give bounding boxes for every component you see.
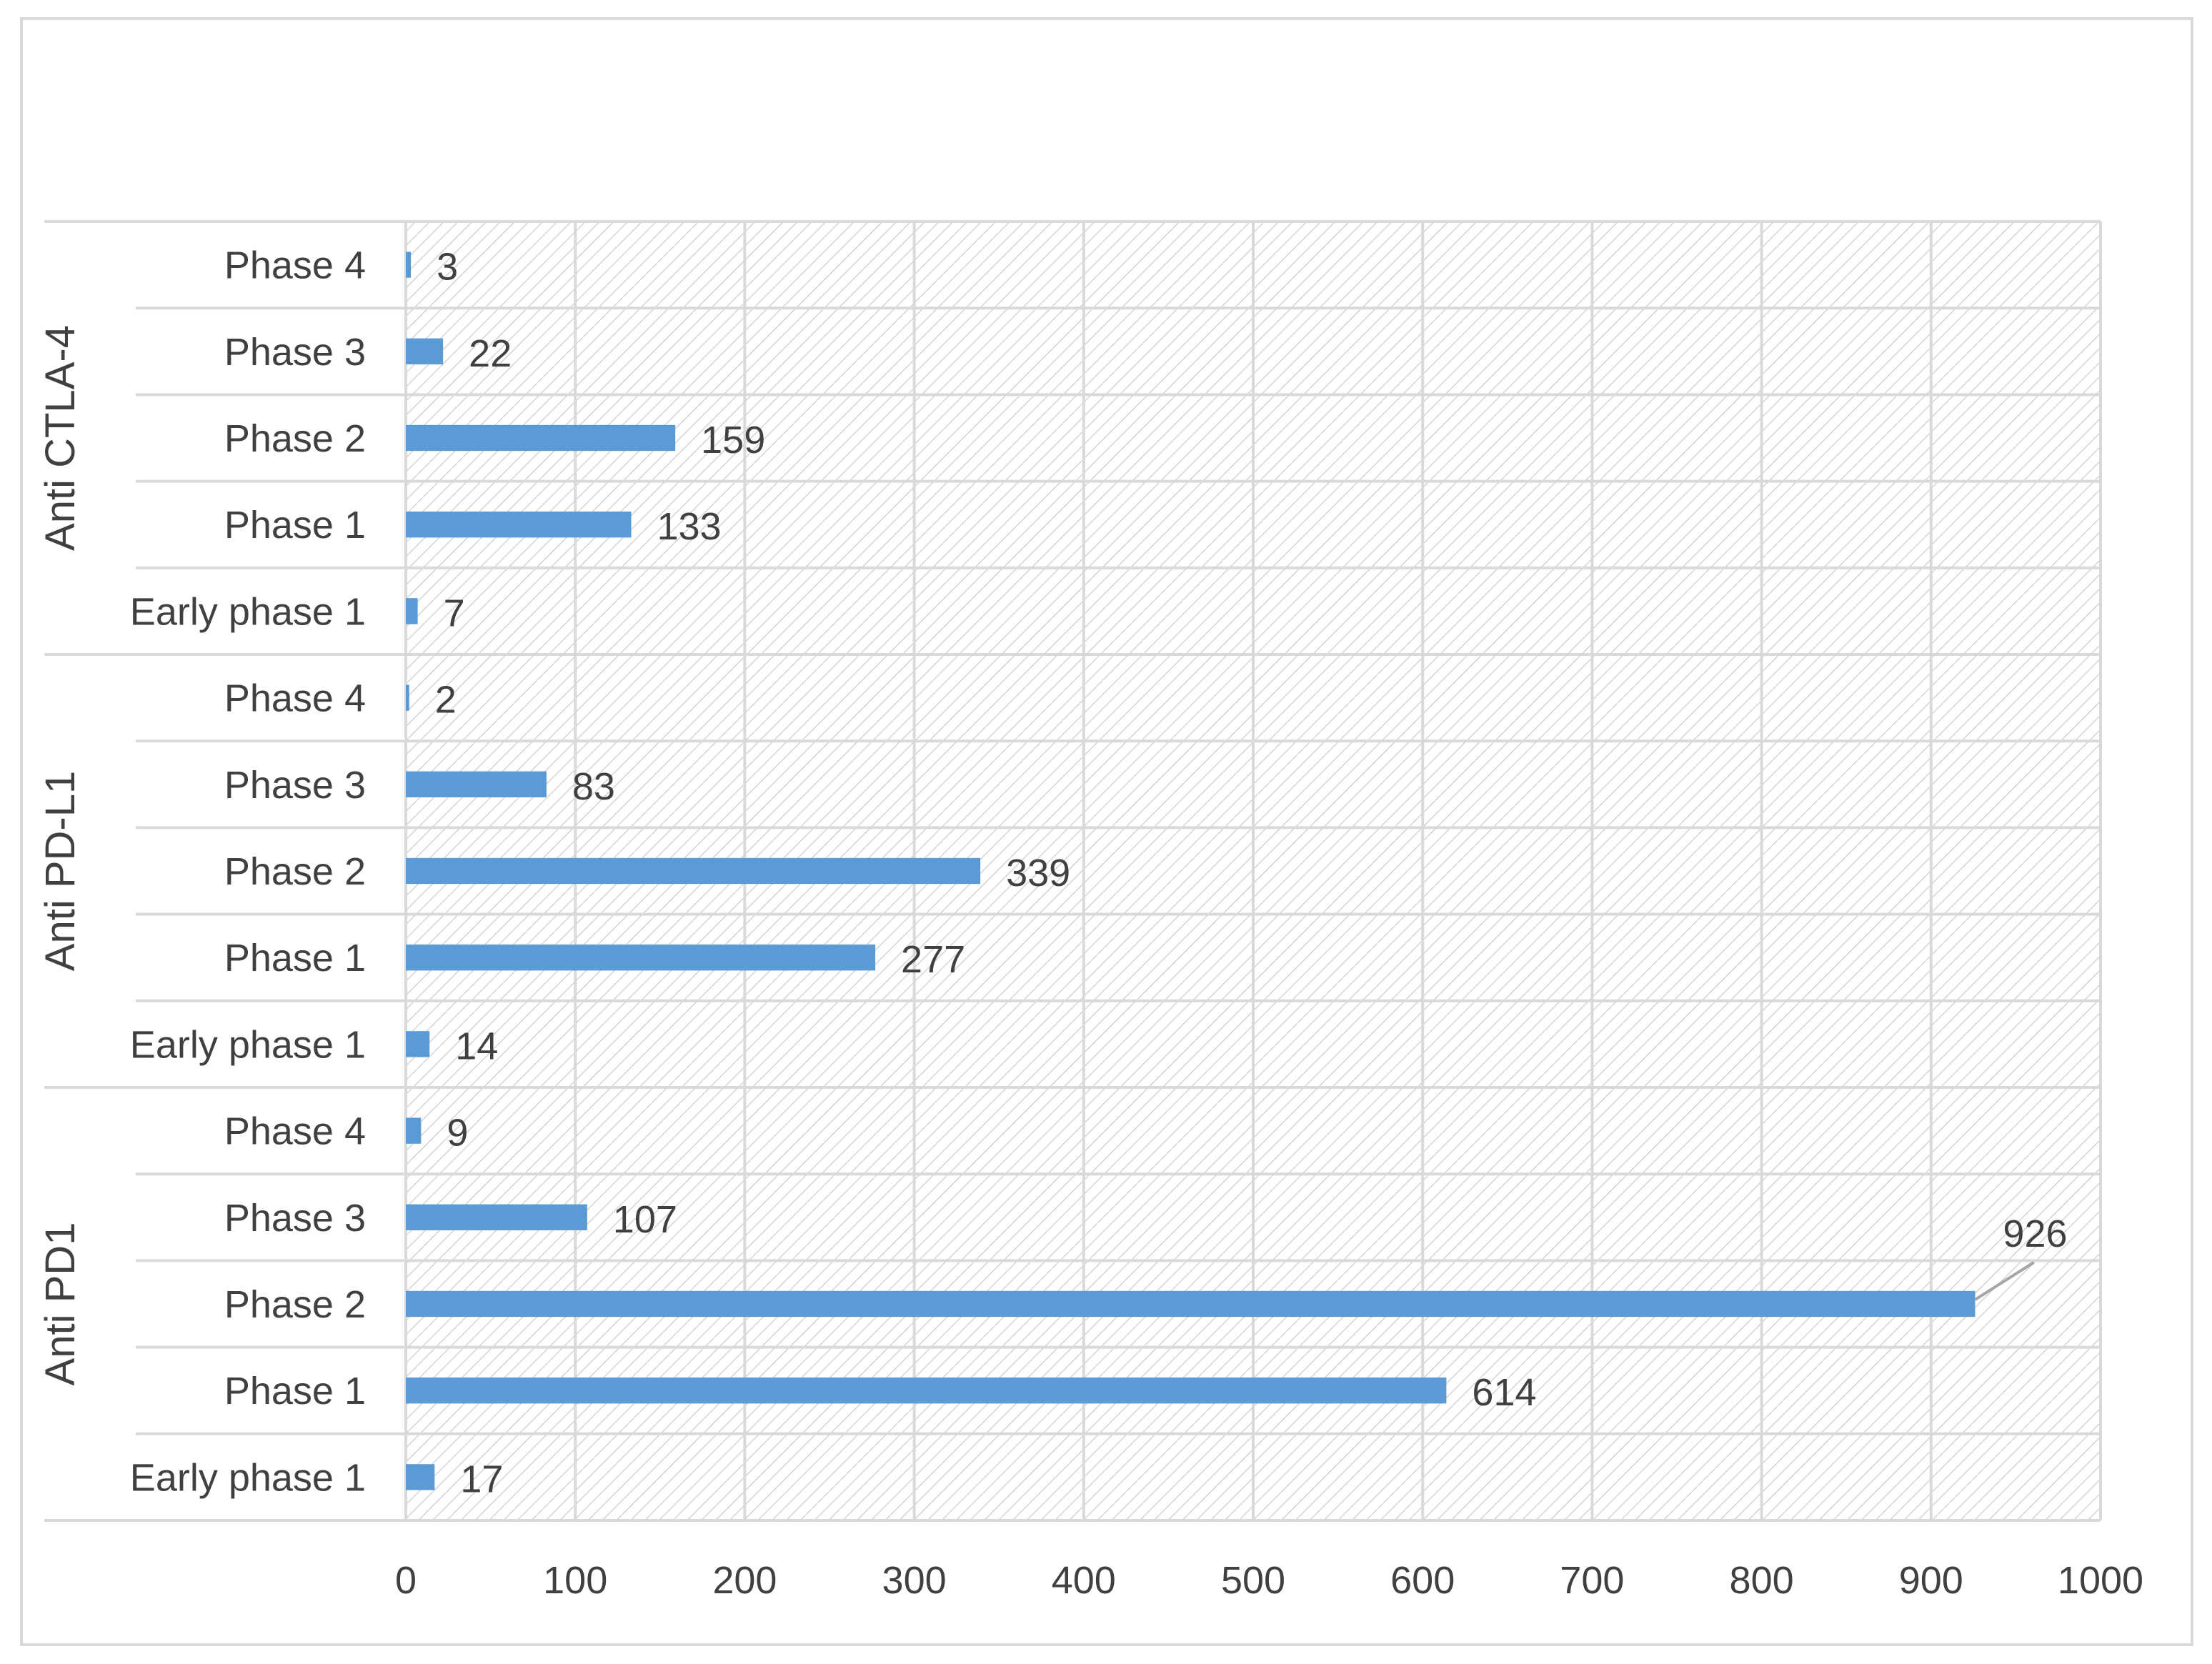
bar bbox=[406, 684, 409, 711]
category-label: Phase 3 bbox=[224, 764, 366, 807]
x-tick-label: 800 bbox=[1730, 1559, 1794, 1602]
bar bbox=[406, 512, 632, 538]
bar bbox=[406, 1377, 1447, 1404]
bar bbox=[406, 1117, 422, 1144]
category-label: Phase 2 bbox=[224, 1283, 366, 1326]
category-label: Early phase 1 bbox=[130, 1023, 366, 1066]
value-label: 17 bbox=[460, 1458, 503, 1500]
x-tick-label: 900 bbox=[1899, 1559, 1963, 1602]
bar bbox=[406, 1031, 430, 1057]
bar bbox=[406, 945, 876, 971]
bar bbox=[406, 1464, 435, 1490]
x-tick-label: 0 bbox=[395, 1559, 417, 1602]
value-label: 133 bbox=[657, 505, 721, 548]
x-tick-label: 1000 bbox=[2058, 1559, 2143, 1602]
group-label: Anti CTLA-4 bbox=[37, 325, 84, 551]
bar bbox=[406, 857, 981, 885]
value-leader-line bbox=[1974, 1261, 2035, 1301]
value-label: 277 bbox=[901, 938, 965, 981]
category-label: Early phase 1 bbox=[130, 590, 366, 633]
x-tick-label: 500 bbox=[1221, 1559, 1285, 1602]
bar bbox=[406, 771, 547, 797]
value-label: 83 bbox=[572, 765, 615, 808]
category-label: Phase 1 bbox=[224, 937, 366, 980]
group-label: Anti PD-L1 bbox=[37, 771, 84, 971]
value-label: 107 bbox=[613, 1198, 677, 1241]
x-tick-label: 200 bbox=[712, 1559, 777, 1602]
category-label: Phase 1 bbox=[224, 1370, 366, 1413]
category-label: Phase 4 bbox=[224, 244, 366, 287]
bar bbox=[406, 1290, 1976, 1317]
group-label: Anti PD1 bbox=[37, 1222, 84, 1386]
category-label: Phase 3 bbox=[224, 331, 366, 374]
category-label: Phase 2 bbox=[224, 850, 366, 893]
x-tick-label: 300 bbox=[882, 1559, 947, 1602]
x-tick-label: 400 bbox=[1052, 1559, 1116, 1602]
category-label: Phase 4 bbox=[224, 1110, 366, 1153]
bar bbox=[406, 1204, 587, 1230]
category-label: Early phase 1 bbox=[130, 1456, 366, 1499]
bar bbox=[406, 424, 676, 452]
value-label: 7 bbox=[444, 592, 465, 634]
category-label: Phase 1 bbox=[224, 504, 366, 547]
category-label: Phase 3 bbox=[224, 1197, 366, 1240]
value-label: 159 bbox=[701, 419, 765, 462]
value-label: 9 bbox=[447, 1112, 468, 1155]
value-label: 2 bbox=[435, 679, 457, 722]
value-label: 614 bbox=[1472, 1371, 1536, 1414]
bar bbox=[406, 338, 444, 364]
bar bbox=[406, 598, 418, 624]
value-label: 339 bbox=[1006, 852, 1070, 895]
value-label: 14 bbox=[455, 1025, 498, 1067]
x-tick-label: 700 bbox=[1560, 1559, 1624, 1602]
category-label: Phase 4 bbox=[224, 677, 366, 720]
category-label: Phase 2 bbox=[224, 417, 366, 460]
x-tick-label: 600 bbox=[1390, 1559, 1455, 1602]
bar bbox=[406, 251, 412, 278]
value-label: 3 bbox=[437, 246, 458, 289]
value-label: 926 bbox=[2003, 1212, 2067, 1255]
x-tick-label: 100 bbox=[543, 1559, 607, 1602]
value-label: 22 bbox=[469, 332, 512, 375]
